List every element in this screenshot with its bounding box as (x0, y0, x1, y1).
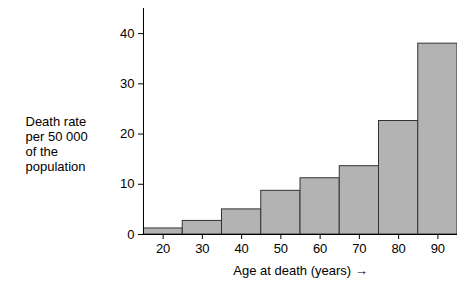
svg-text:40: 40 (234, 241, 248, 256)
svg-text:20: 20 (156, 241, 170, 256)
svg-text:Death rateper 50 000of thepopu: Death rateper 50 000of thepopulation (26, 114, 88, 174)
svg-text:40: 40 (120, 26, 134, 41)
svg-text:30: 30 (195, 241, 209, 256)
svg-text:30: 30 (120, 76, 134, 91)
svg-text:50: 50 (274, 241, 288, 256)
svg-text:Age at death (years) →: Age at death (years) → (233, 263, 367, 278)
svg-text:0: 0 (127, 227, 134, 242)
svg-text:60: 60 (313, 241, 327, 256)
svg-text:10: 10 (120, 176, 134, 191)
svg-text:20: 20 (120, 126, 134, 141)
svg-text:70: 70 (352, 241, 366, 256)
svg-text:80: 80 (391, 241, 405, 256)
svg-text:90: 90 (431, 241, 445, 256)
